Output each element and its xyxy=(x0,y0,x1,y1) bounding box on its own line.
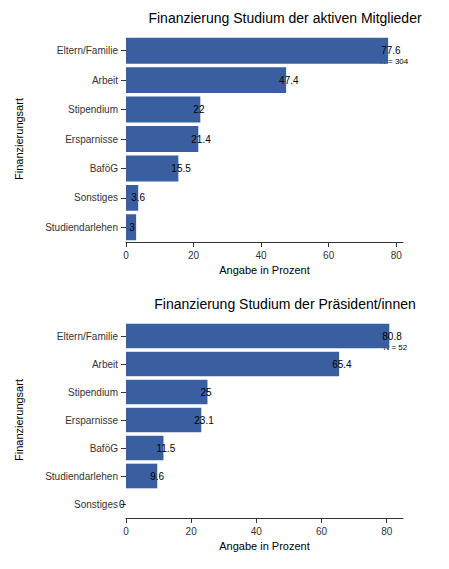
svg-text:Studiendarlehen: Studiendarlehen xyxy=(45,222,118,233)
svg-text:3.6: 3.6 xyxy=(131,192,145,203)
svg-text:0: 0 xyxy=(123,250,129,261)
svg-text:0: 0 xyxy=(123,526,129,537)
svg-text:Finanzierung Studium der aktiv: Finanzierung Studium der aktiven Mitglie… xyxy=(148,10,421,26)
svg-text:Studiendarlehen: Studiendarlehen xyxy=(45,471,118,482)
svg-text:60: 60 xyxy=(316,526,328,537)
svg-text:Stipendium: Stipendium xyxy=(68,104,118,115)
svg-text:21.4: 21.4 xyxy=(191,134,211,145)
svg-text:40: 40 xyxy=(251,526,263,537)
svg-text:Eltern/Familie: Eltern/Familie xyxy=(57,331,119,342)
svg-text:Angabe in Prozent: Angabe in Prozent xyxy=(219,264,310,276)
svg-text:40: 40 xyxy=(256,250,268,261)
svg-text:15.5: 15.5 xyxy=(171,163,191,174)
svg-text:25: 25 xyxy=(200,387,212,398)
svg-text:Angabe in Prozent: Angabe in Prozent xyxy=(219,540,310,552)
svg-text:Ersparnisse: Ersparnisse xyxy=(65,415,118,426)
svg-text:80: 80 xyxy=(381,526,393,537)
svg-text:22: 22 xyxy=(193,104,205,115)
svg-text:9.6: 9.6 xyxy=(150,471,164,482)
svg-text:80: 80 xyxy=(391,250,403,261)
svg-text:Finanzierungsart: Finanzierungsart xyxy=(13,98,25,180)
svg-text:3: 3 xyxy=(129,222,135,233)
svg-text:11.5: 11.5 xyxy=(156,443,175,454)
svg-text:80.8: 80.8 xyxy=(382,331,402,342)
svg-text:N = 52: N = 52 xyxy=(383,342,408,352)
svg-text:Sonstiges: Sonstiges xyxy=(74,499,118,510)
svg-text:Ersparnisse: Ersparnisse xyxy=(65,134,118,145)
svg-text:Arbeit: Arbeit xyxy=(92,75,118,86)
svg-text:60: 60 xyxy=(323,250,335,261)
svg-text:47.4: 47.4 xyxy=(279,75,299,86)
svg-text:BaföG: BaföG xyxy=(90,163,119,174)
svg-text:Sonstiges: Sonstiges xyxy=(74,192,118,203)
svg-text:20: 20 xyxy=(188,250,200,261)
svg-text:0: 0 xyxy=(119,499,125,510)
svg-text:Arbeit: Arbeit xyxy=(92,359,118,370)
svg-text:Finanzierung Studium der Präsi: Finanzierung Studium der Präsident/innen xyxy=(154,296,416,312)
svg-text:Stipendium: Stipendium xyxy=(68,387,118,398)
svg-text:Eltern/Familie: Eltern/Familie xyxy=(57,45,119,56)
svg-text:23.1: 23.1 xyxy=(194,415,214,426)
svg-text:BaföG: BaföG xyxy=(90,443,119,454)
svg-text:N = 304: N = 304 xyxy=(380,57,409,67)
svg-text:20: 20 xyxy=(186,526,198,537)
svg-text:65.4: 65.4 xyxy=(332,359,352,370)
svg-text:Finanzierungsart: Finanzierungsart xyxy=(13,379,25,461)
svg-text:77.6: 77.6 xyxy=(381,45,401,56)
